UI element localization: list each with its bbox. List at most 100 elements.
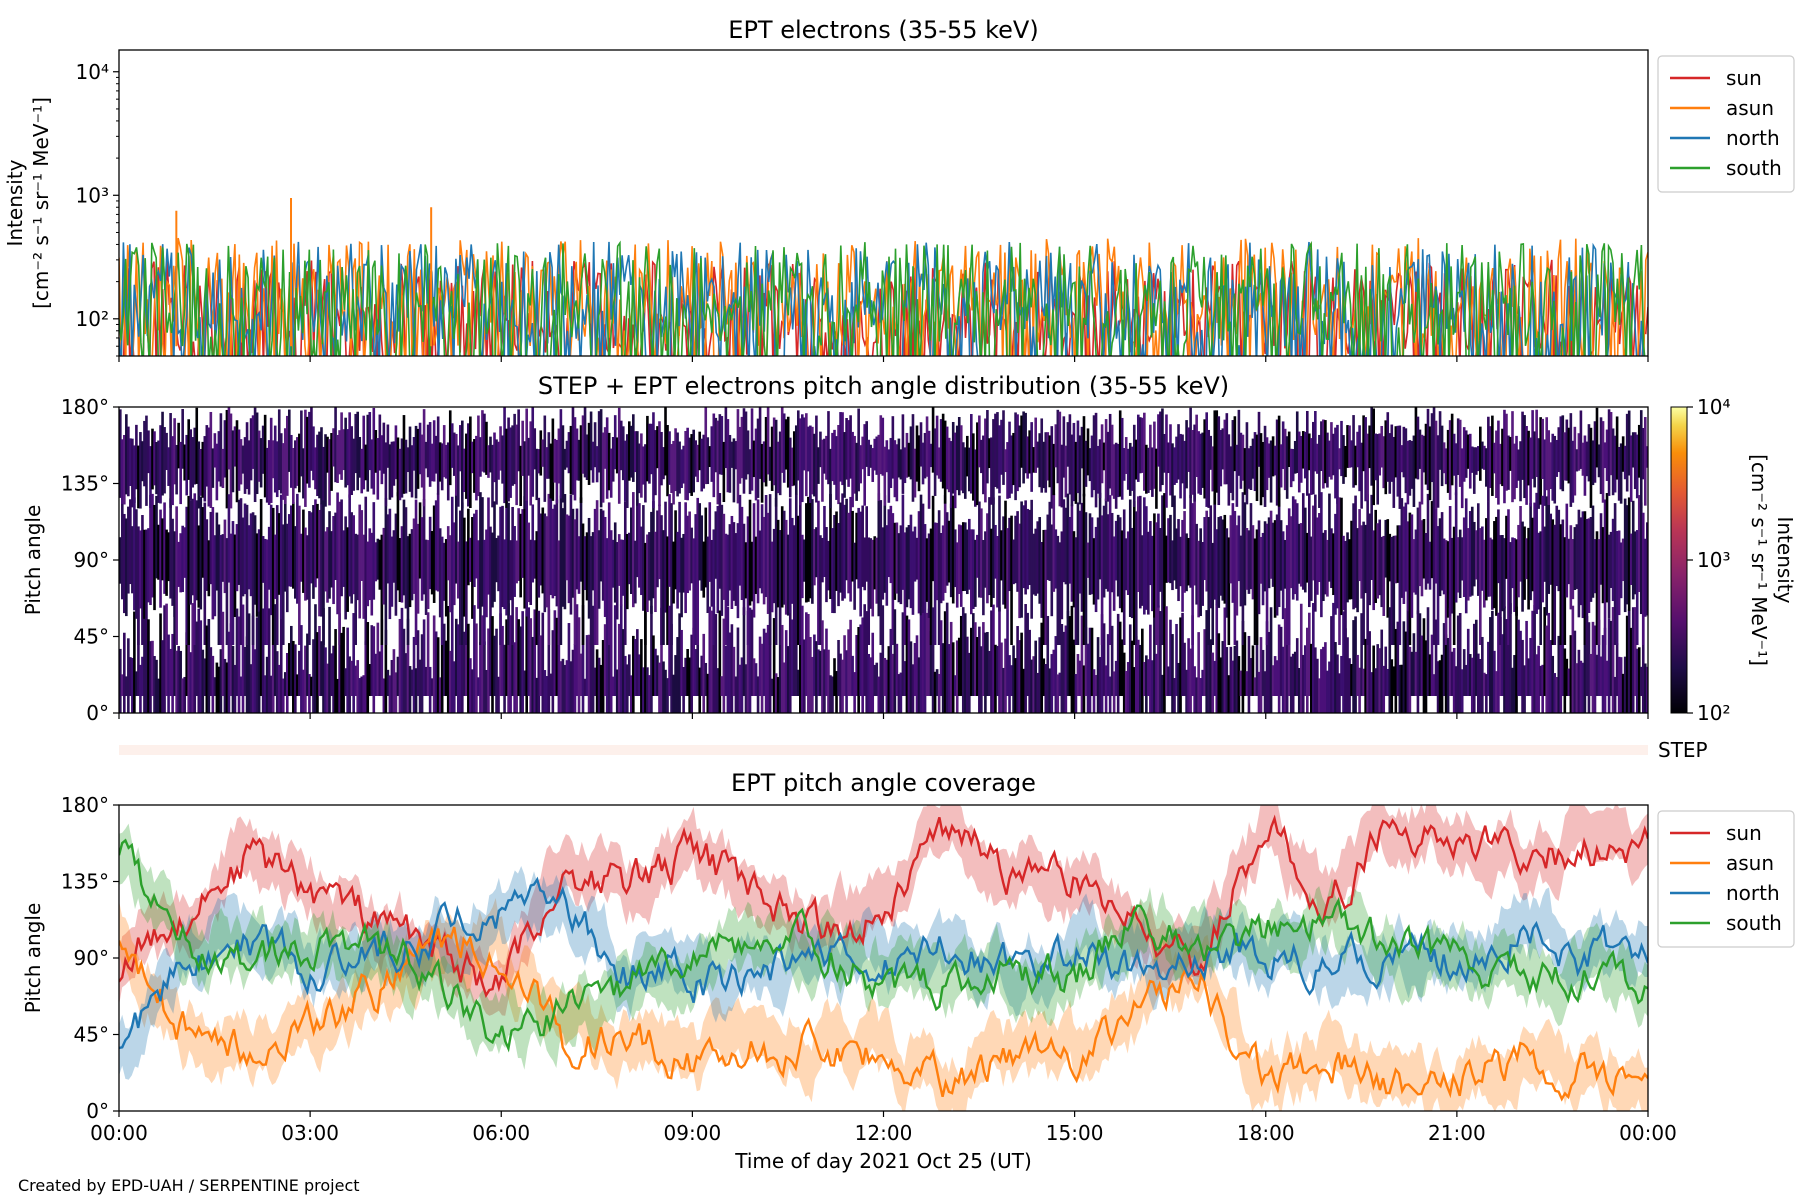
heatmap-cell: [251, 615, 255, 713]
y-tick-label: 180°: [61, 793, 109, 817]
heatmap-cell: [863, 424, 866, 506]
heatmap-cell: [229, 623, 233, 696]
heatmap-cell: [1394, 628, 1398, 713]
heatmap-cell: [428, 666, 432, 713]
heatmap-cell: [1418, 429, 1422, 469]
heatmap-cell: [1543, 439, 1546, 506]
heatmap-cell: [1139, 417, 1142, 474]
heatmap-cell: [436, 493, 440, 592]
heatmap-cell: [656, 655, 659, 696]
heatmap-cell: [1460, 669, 1464, 713]
heatmap-cell: [692, 538, 695, 645]
heatmap-cell: [237, 616, 241, 713]
heatmap-cell: [1366, 639, 1369, 713]
heatmap-cell: [1032, 656, 1035, 713]
heatmap-cell: [1229, 446, 1233, 493]
heatmap-cell: [1456, 537, 1460, 593]
heatmap-cell: [1416, 416, 1420, 480]
heatmap-cell: [917, 435, 921, 492]
heatmap-cell: [1400, 445, 1404, 473]
heatmap-cell: [495, 538, 498, 583]
series-line-south: [119, 240, 1646, 356]
heatmap-cell: [625, 664, 629, 713]
heatmap-cell: [1066, 422, 1070, 467]
heatmap-cell: [632, 414, 635, 482]
heatmap-cell: [748, 499, 752, 606]
heatmap-cell: [857, 408, 860, 492]
heatmap-cell: [1557, 427, 1561, 473]
heatmap-cell: [1342, 611, 1345, 713]
heatmap-cell: [300, 625, 303, 713]
heatmap-cell: [957, 417, 961, 496]
heatmap-cell: [201, 507, 205, 578]
heatmap-cell: [917, 657, 921, 713]
heatmap-cell: [601, 510, 605, 601]
heatmap-cell: [1177, 424, 1180, 480]
heatmap-cell: [1032, 447, 1035, 473]
heatmap-cell: [442, 542, 446, 601]
heatmap-cell: [863, 537, 866, 591]
heatmap-cell: [972, 529, 975, 609]
heatmap-cell: [334, 407, 337, 483]
heatmap-cell: [1404, 428, 1408, 494]
heatmap-cell: [1541, 495, 1544, 603]
heatmap-cell: [1289, 448, 1293, 488]
heatmap-cell: [1056, 674, 1060, 713]
heatmap-cell: [1048, 668, 1052, 713]
heatmap-cell: [595, 500, 599, 645]
heatmap-cell: [1442, 623, 1446, 696]
heatmap-cell: [183, 527, 186, 578]
heatmap-cell: [867, 653, 871, 713]
heatmap-cell: [1583, 613, 1587, 713]
heatmap-cell: [1312, 505, 1315, 581]
heatmap-cell: [1474, 619, 1478, 696]
heatmap-cell: [1010, 665, 1013, 696]
heatmap-cell: [1382, 436, 1386, 489]
heatmap-cell: [708, 446, 712, 468]
heatmap-cell: [380, 435, 384, 485]
heatmap-cell: [1350, 520, 1353, 600]
heatmap-cell: [1408, 440, 1412, 496]
heatmap-cell: [817, 447, 820, 484]
heatmap-cell: [638, 654, 641, 696]
heatmap-cell: [1430, 501, 1434, 579]
heatmap-cell: [408, 426, 412, 492]
heatmap-cell: [1619, 657, 1623, 713]
heatmap-cell: [754, 428, 758, 501]
heatmap-cell: [1187, 537, 1190, 586]
heatmap-cell: [545, 447, 549, 479]
heatmap-cell: [475, 623, 478, 713]
heatmap-cell: [591, 532, 595, 591]
heatmap-cell: [1344, 540, 1347, 645]
heatmap-cell: [728, 434, 732, 493]
heatmap-cell: [640, 433, 643, 498]
heatmap-cell: [943, 495, 947, 593]
heatmap-cell: [764, 495, 768, 598]
heatmap-cell: [923, 432, 927, 479]
heatmap-cell: [837, 523, 840, 607]
heatmap-cell: [314, 447, 317, 490]
heatmap-cell: [887, 509, 891, 578]
heatmap-cell: [273, 534, 277, 599]
heatmap-cell: [845, 650, 848, 713]
heatmap-cell: [1006, 442, 1009, 499]
heatmap-cell: [1277, 624, 1281, 713]
heatmap-cell: [1571, 440, 1575, 503]
heatmap-cell: [473, 439, 476, 493]
heatmap-cell: [1338, 497, 1341, 645]
heatmap-cell: [1084, 512, 1088, 645]
heatmap-cell: [143, 608, 146, 713]
heatmap-cell: [1014, 658, 1017, 713]
heatmap-cell: [141, 656, 144, 696]
heatmap-cell: [400, 526, 404, 603]
heatmap-cell: [1454, 492, 1458, 603]
heatmap-cell: [907, 442, 911, 477]
heatmap-cell: [1000, 530, 1003, 581]
heatmap-cell: [452, 432, 456, 476]
heatmap-cell: [207, 427, 211, 507]
heatmap-cell: [939, 620, 943, 696]
heatmap-cell: [1024, 412, 1027, 474]
heatmap-cell: [1167, 518, 1170, 583]
heatmap-cell: [326, 527, 329, 603]
heatmap-cell: [650, 423, 653, 475]
